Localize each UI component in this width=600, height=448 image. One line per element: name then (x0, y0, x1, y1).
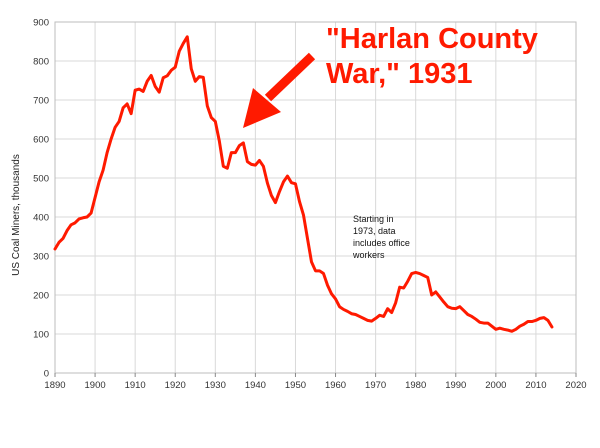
callout-arrow (243, 52, 316, 128)
x-tick-label: 1970 (365, 380, 386, 391)
annotation-note-line-3: includes office (353, 238, 410, 248)
y-axis-label: US Coal Miners, thousands (11, 154, 22, 276)
y-tick-label: 100 (33, 330, 49, 341)
y-tick-label: 300 (33, 252, 49, 263)
x-tick-label: 1900 (85, 380, 106, 391)
gridlines (54, 21, 577, 374)
x-tick-label: 1990 (445, 380, 466, 391)
arrow-head (243, 88, 281, 128)
x-tick-label: 1950 (285, 380, 306, 391)
x-tick-label: 1910 (125, 380, 146, 391)
y-tick-label: 800 (33, 57, 49, 68)
callout-title: "Harlan County War," 1931 (326, 23, 546, 90)
axis-frame (54, 21, 577, 374)
annotation-note: Starting in 1973, data includes office w… (352, 214, 412, 260)
x-tick-label: 1920 (165, 380, 186, 391)
y-tick-label: 900 (33, 18, 49, 29)
y-tick-label: 200 (33, 291, 49, 302)
annotation-note-line-2: 1973, data (353, 226, 396, 236)
y-axis-ticks: 0 100 200 300 400 500 600 700 800 900 (33, 18, 49, 380)
y-tick-label: 400 (33, 213, 49, 224)
x-tick-label: 1890 (44, 380, 65, 391)
plot-frame (54, 21, 577, 374)
x-tick-label: 1980 (405, 380, 426, 391)
x-tick-label: 1940 (245, 380, 266, 391)
y-tick-label: 600 (33, 135, 49, 146)
series-line (53, 35, 554, 333)
y-tick-label: 500 (33, 174, 49, 185)
x-tick-label: 2010 (525, 380, 546, 391)
x-tick-label: 1960 (325, 380, 346, 391)
y-tick-label: 700 (33, 96, 49, 107)
arrow-shaft (264, 52, 316, 102)
annotation-note-line-1: Starting in (353, 214, 394, 224)
callout-title-line-1: "Harlan County (326, 23, 538, 55)
annotation-note-line-4: workers (352, 250, 385, 260)
x-tick-label: 2020 (565, 380, 586, 391)
y-tick-label: 0 (44, 369, 49, 380)
x-tick-label: 1930 (205, 380, 226, 391)
callout-title-line-2: War," 1931 (326, 58, 473, 90)
x-tick-label: 2000 (485, 380, 506, 391)
x-axis-ticks: 1890 1900 1910 1920 1930 1940 1950 1960 1970 1980… (44, 373, 587, 391)
